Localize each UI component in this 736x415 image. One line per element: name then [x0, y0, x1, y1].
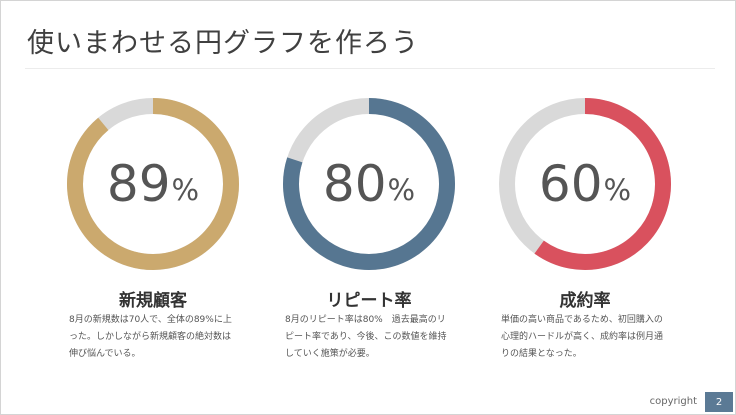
donut-arc-new-customers — [67, 98, 239, 270]
percent-value: 89 — [106, 155, 171, 213]
percent-value: 80 — [322, 155, 387, 213]
donut-chart-new-customers: 89% — [66, 97, 240, 271]
chart-description-conversion-rate: 単価の高い商品であるため、初回購入の心理的ハードルが高く、成約率は例月通りの結果… — [501, 315, 664, 359]
chart-label-conversion-rate: 成約率 — [559, 291, 611, 311]
percent-readout: 80% — [282, 97, 456, 271]
title-divider — [25, 68, 715, 69]
donut-arc-repeat-rate — [283, 98, 455, 270]
copyright-text: copyright — [649, 396, 697, 407]
donut-svg — [283, 98, 455, 270]
percent-unit: % — [171, 172, 200, 207]
donut-svg — [499, 98, 671, 270]
chart-description-repeat-rate: 8月のリピート率は80% 過去最高のリピート率であり、今後、この数値を維持してい… — [285, 315, 447, 359]
page-number: 2 — [705, 392, 733, 412]
percent-unit: % — [387, 172, 416, 207]
donut-chart-repeat-rate: 80% — [282, 97, 456, 271]
donut-chart-conversion-rate: 60% — [498, 97, 672, 271]
chart-label-repeat-rate: リピート率 — [326, 291, 412, 311]
percent-value: 60 — [538, 155, 603, 213]
chart-label-new-customers: 新規顧客 — [119, 291, 187, 311]
percent-readout: 89% — [66, 97, 240, 271]
percent-unit: % — [603, 172, 632, 207]
percent-readout: 60% — [498, 97, 672, 271]
slide-title: 使いまわせる円グラフを作ろう — [27, 28, 419, 59]
chart-description-new-customers: 8月の新規数は70人で、全体の89%に上った。しかしながら新規顧客の絶対数は伸び… — [69, 315, 232, 359]
donut-arc-conversion-rate — [534, 98, 671, 270]
donut-svg — [67, 98, 239, 270]
